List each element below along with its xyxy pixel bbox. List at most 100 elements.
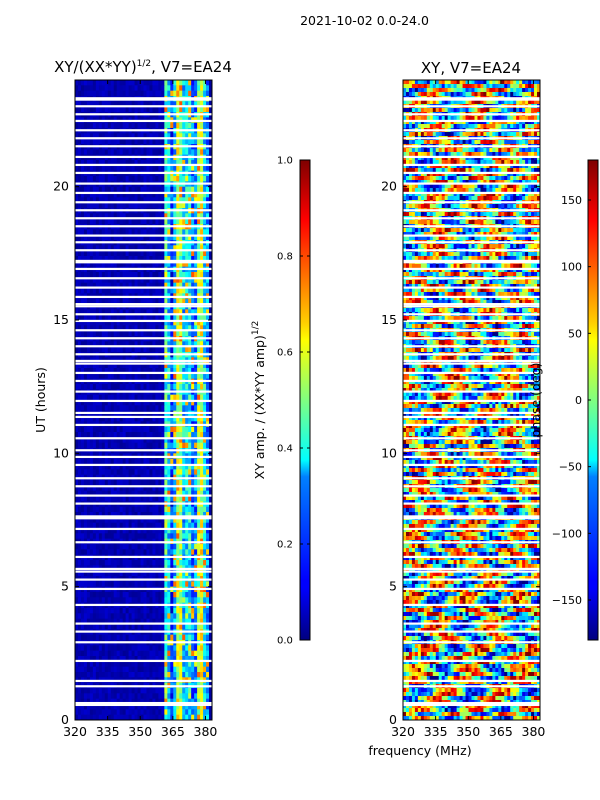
heat-cell [155, 437, 159, 444]
heat-cell [86, 384, 91, 390]
heat-cell [137, 106, 141, 113]
heat-cell [167, 101, 171, 108]
heat-cell [164, 634, 168, 641]
heat-cell [197, 133, 201, 140]
heat-cell [197, 618, 201, 625]
heat-cell [200, 101, 204, 108]
heat-cell [203, 458, 207, 465]
heat-cell [170, 592, 174, 598]
heat-cell [179, 570, 183, 577]
heat-cell [113, 432, 118, 438]
heat-cell [209, 213, 213, 220]
heat-cell [80, 528, 85, 534]
heat-cell [80, 330, 85, 337]
heat-cell [77, 160, 82, 166]
heat-cell [167, 288, 171, 294]
heat-cell [173, 213, 177, 220]
heat-cell [140, 634, 144, 641]
heat-cell [86, 506, 91, 513]
heat-cell [200, 186, 204, 193]
heat-cell [188, 634, 192, 641]
heat-cell [125, 613, 130, 620]
heat-cell [158, 512, 162, 518]
heat-cell [170, 480, 174, 486]
heat-cell [125, 480, 130, 486]
heat-cell [146, 506, 150, 513]
heat-cell [194, 517, 198, 524]
heat-cell [89, 496, 94, 502]
heat-cell [170, 464, 174, 470]
heat-cell [83, 288, 88, 294]
heat-cell [92, 528, 97, 534]
heat-cell [209, 464, 213, 470]
heat-cell [86, 282, 91, 289]
heat-cell [107, 570, 112, 577]
heat-cell [80, 490, 85, 497]
heat-cell [110, 464, 115, 470]
heat-cell [113, 80, 118, 86]
heat-cell [149, 186, 153, 193]
heat-cell [188, 101, 192, 108]
heat-cell [113, 549, 118, 556]
heat-cell [179, 496, 183, 502]
heat-cell [119, 138, 124, 145]
heat-cell [200, 362, 204, 369]
heat-cell [104, 656, 109, 662]
heat-cell [119, 250, 124, 257]
heat-cell [113, 330, 118, 337]
heat-cell [203, 197, 207, 204]
heat-cell [104, 218, 109, 225]
heat-cell [95, 618, 100, 625]
heat-cell [92, 496, 97, 502]
heat-cell [146, 245, 150, 252]
heat-cell [203, 432, 207, 438]
heat-cell [113, 608, 118, 614]
heat-cell [164, 250, 168, 257]
heat-cell [206, 522, 210, 529]
heat-cell [197, 426, 201, 433]
heat-cell [110, 442, 115, 449]
heat-cell [122, 101, 127, 108]
heat-cell [140, 512, 144, 518]
heat-cell [107, 608, 112, 614]
heat-cell [149, 400, 153, 406]
heat-cell [164, 186, 168, 193]
heat-cell [77, 490, 82, 497]
heat-cell [200, 560, 204, 566]
heat-cell [98, 90, 103, 97]
heat-cell [128, 325, 132, 332]
heat-cell [92, 133, 97, 140]
heat-cell [149, 613, 153, 620]
heat-cell [158, 634, 162, 641]
heat-cell [158, 138, 162, 145]
heat-cell [119, 581, 124, 588]
heat-cell [182, 341, 186, 348]
heat-cell [200, 522, 204, 529]
heat-cell [107, 458, 112, 465]
heat-cell [119, 624, 124, 630]
heat-cell [176, 469, 180, 476]
heat-cell [77, 592, 82, 598]
heat-cell [152, 202, 156, 209]
heat-cell [179, 458, 183, 465]
heat-cell [101, 384, 106, 390]
heat-cell [152, 133, 156, 140]
heat-cell [110, 149, 115, 156]
heat-cell [158, 229, 162, 236]
heat-cell [182, 149, 186, 156]
heat-cell [200, 533, 204, 540]
heat-cell [119, 506, 124, 513]
heat-cell [92, 362, 97, 369]
heat-cell [98, 517, 103, 524]
heat-cell [137, 608, 141, 614]
heat-cell [110, 106, 115, 113]
heat-cell [164, 298, 168, 305]
heat-cell [101, 624, 106, 630]
heat-cell [125, 160, 130, 166]
heat-cell [92, 405, 97, 412]
heat-cell [116, 186, 121, 193]
heat-cell [152, 480, 156, 486]
heat-cell [101, 485, 106, 492]
heat-cell [119, 373, 124, 380]
heat-cell [113, 309, 118, 316]
